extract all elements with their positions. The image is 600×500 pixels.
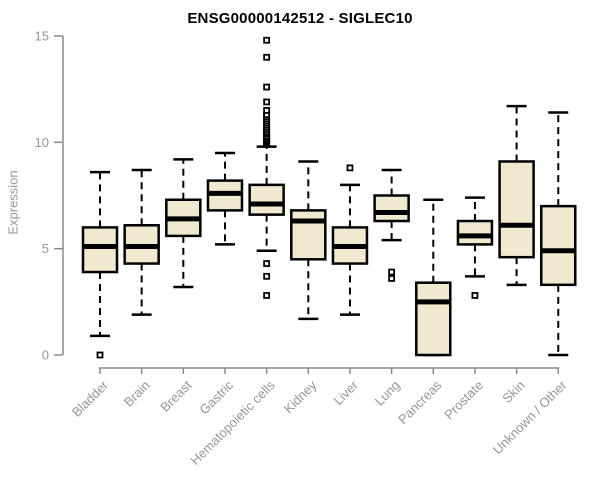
x-tick-label: Gastric <box>196 377 236 417</box>
boxplot-pancreas <box>415 198 452 357</box>
box <box>415 281 452 357</box>
box <box>81 226 119 274</box>
box <box>248 183 285 216</box>
x-tick-label: Kidney <box>281 377 320 416</box>
x-tick-label: Brain <box>121 378 153 410</box>
boxplot-liver <box>331 164 369 316</box>
outlier-point <box>263 107 271 114</box>
outlier-point <box>96 351 104 359</box>
boxplot-hematopoietic-cells <box>248 36 285 299</box>
outlier-point <box>388 275 396 282</box>
outlier-point <box>263 260 271 267</box>
boxplot-brain <box>123 168 160 316</box>
x-tick-label: Lung <box>372 378 403 409</box>
boxplot-breast <box>165 158 202 289</box>
y-tick-label: 15 <box>35 29 49 44</box>
y-axis-title: Expression <box>5 170 21 235</box>
x-tick-label: Bladder <box>69 377 112 420</box>
x-tick-label: Unknown / Other <box>490 377 570 457</box>
box <box>373 194 410 223</box>
box <box>456 219 494 246</box>
y-tick-label: 10 <box>35 135 49 150</box>
x-tick-label: Skin <box>499 378 527 406</box>
boxplot-skin <box>498 104 535 287</box>
outlier-point <box>263 272 271 280</box>
boxplot-unknown-other <box>540 111 577 357</box>
boxplot-lung <box>373 168 410 282</box>
x-tick-label: Prostate <box>441 378 486 423</box>
outlier-point <box>263 292 271 299</box>
outlier-point <box>263 36 271 44</box>
chart-title: ENSG00000142512 - SIGLEC10 <box>187 10 413 27</box>
outlier-point <box>346 164 354 172</box>
y-tick-label: 0 <box>42 348 49 363</box>
box <box>290 209 327 261</box>
y-tick-label: 5 <box>42 241 49 256</box>
boxplot-bladder <box>81 170 119 359</box>
outlier-point <box>471 292 479 299</box>
box <box>540 204 577 287</box>
outlier-point <box>263 98 271 106</box>
x-tick-label: Breast <box>157 377 194 414</box>
boxplot-gastric <box>206 151 244 246</box>
x-tick-label: Pancreas <box>395 377 445 427</box>
boxplot-prostate <box>456 196 494 299</box>
boxplot-kidney <box>290 160 327 321</box>
outlier-point <box>388 268 396 276</box>
outlier-point <box>263 83 271 91</box>
box <box>498 160 535 259</box>
outlier-point <box>263 53 271 61</box>
x-tick-label: Liver <box>331 377 362 408</box>
